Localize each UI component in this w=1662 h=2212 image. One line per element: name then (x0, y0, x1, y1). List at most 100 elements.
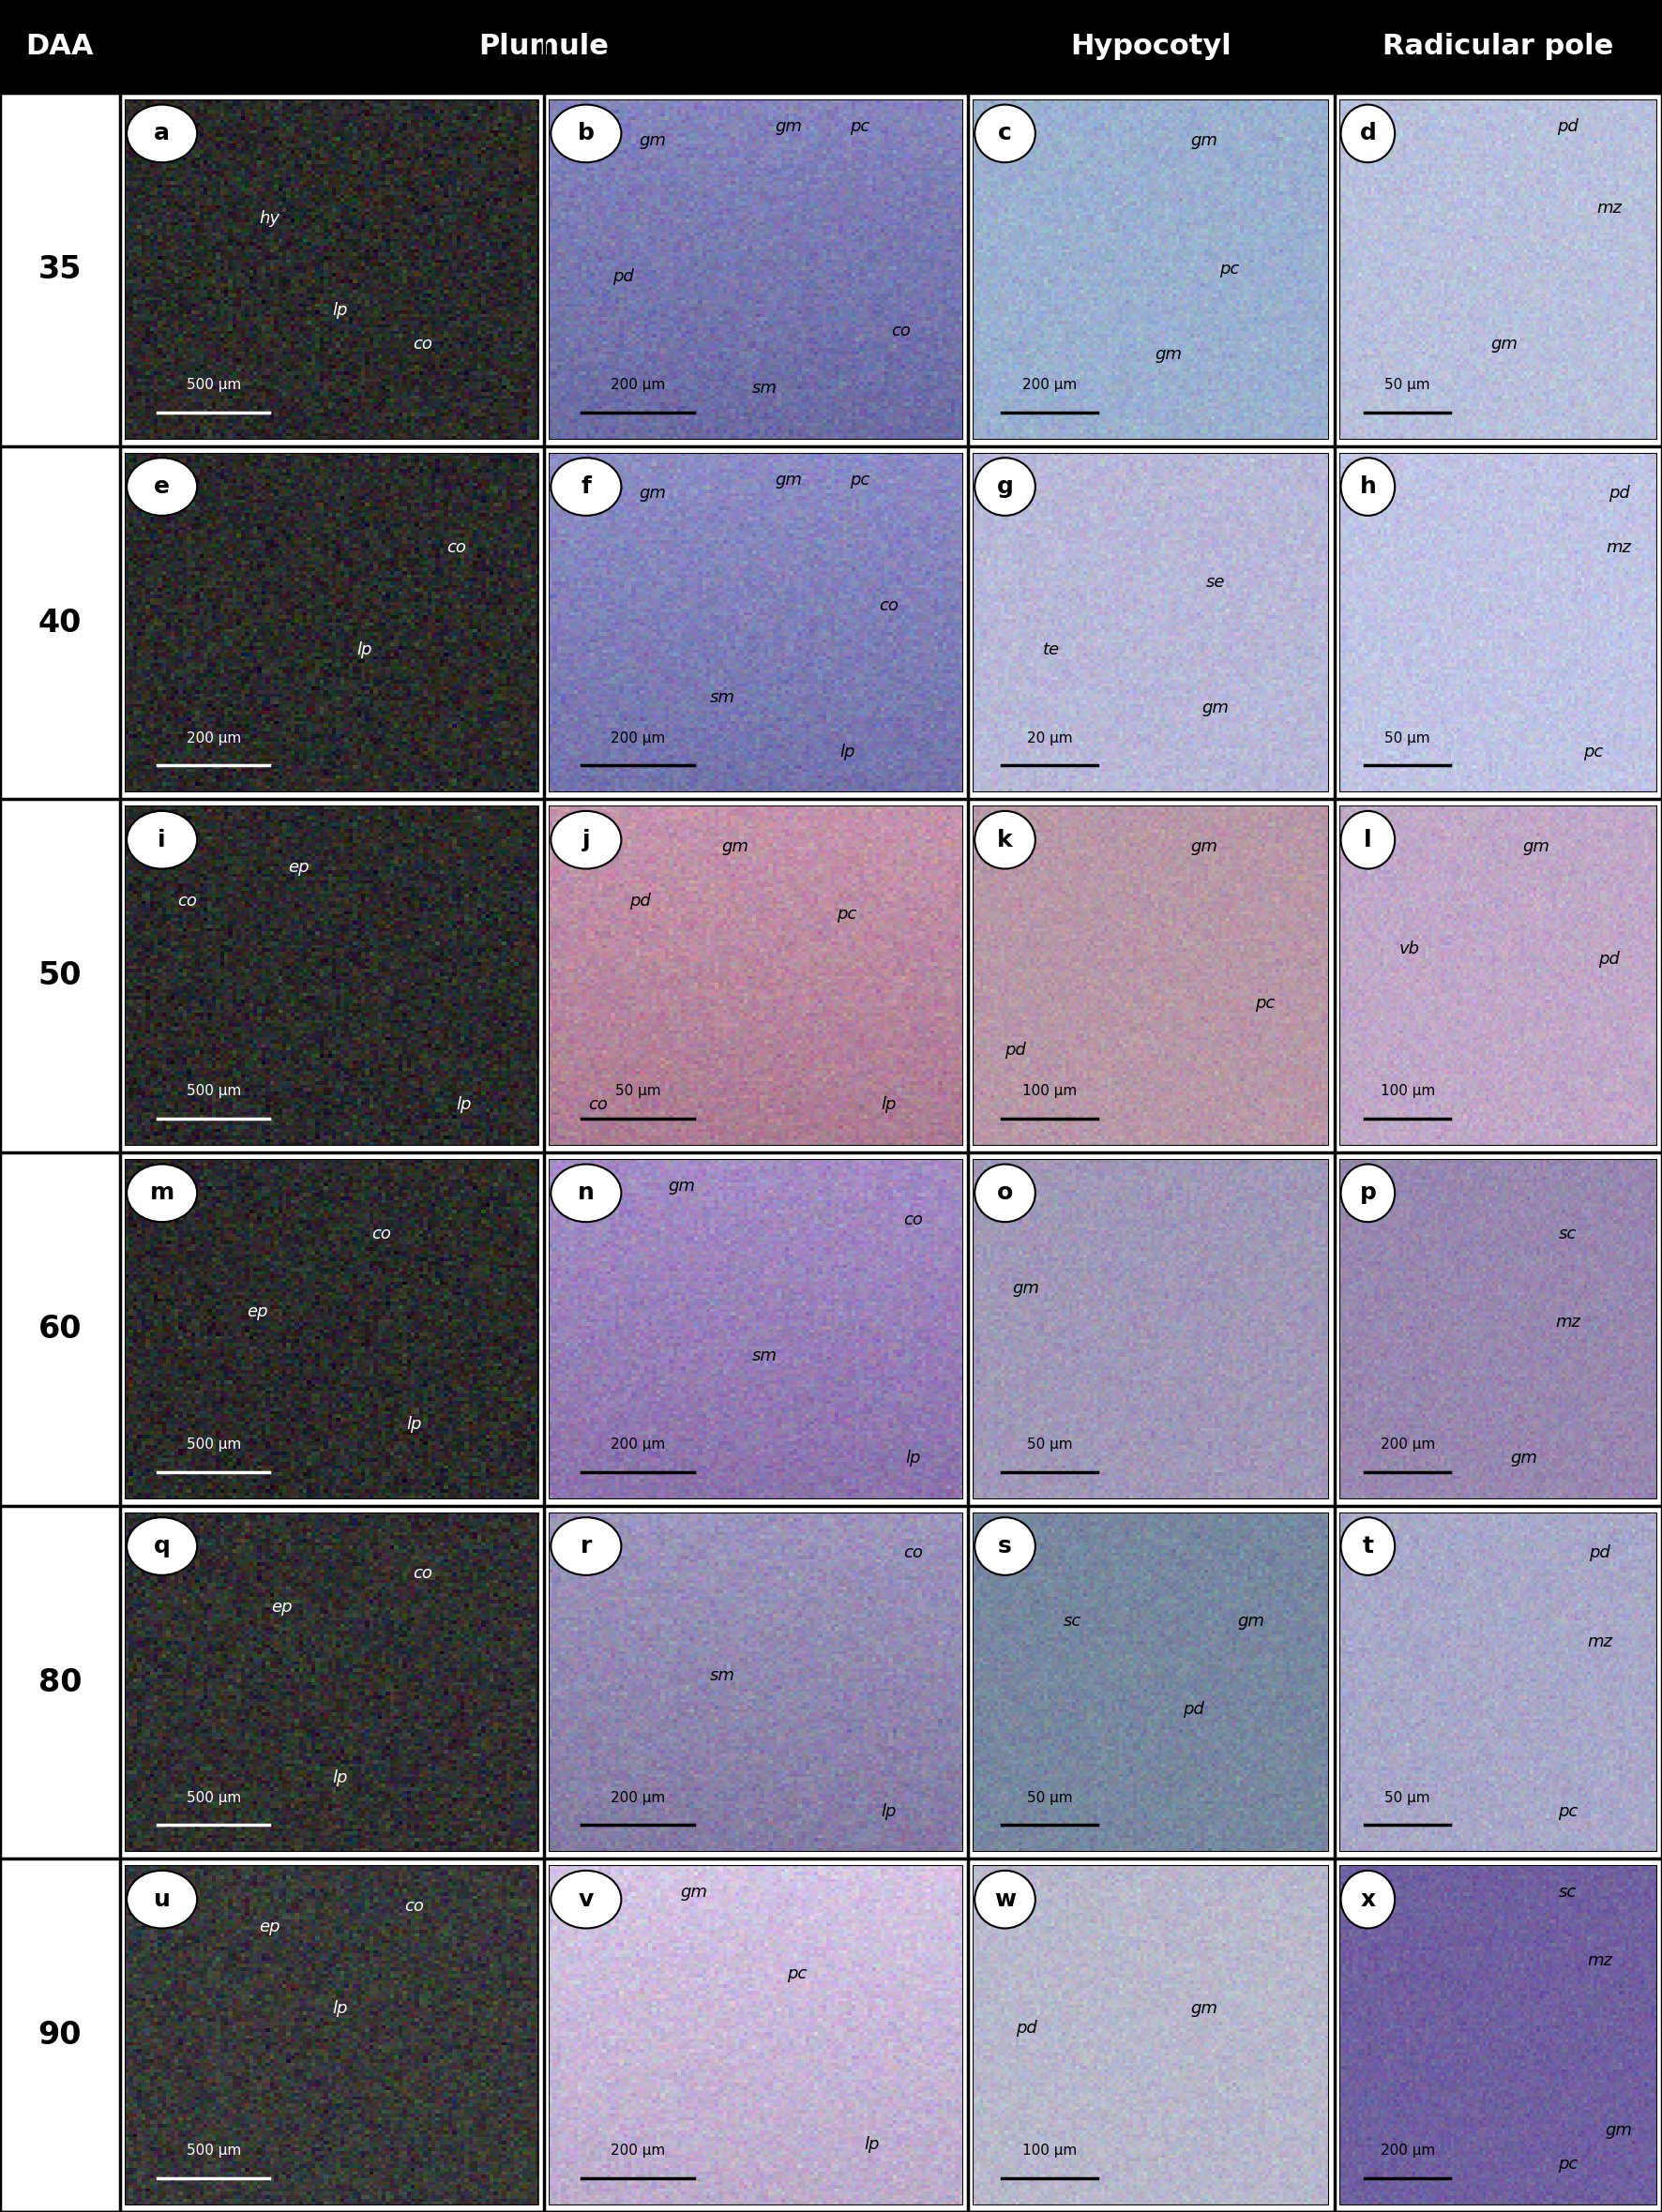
Circle shape (974, 104, 1035, 161)
Text: lp: lp (457, 1097, 472, 1113)
Text: gm: gm (638, 133, 666, 148)
Text: d: d (1360, 122, 1376, 144)
Text: lp: lp (864, 2137, 879, 2152)
Text: pd: pd (1599, 951, 1620, 967)
Text: lp: lp (332, 1770, 347, 1785)
Text: lp: lp (332, 301, 347, 319)
Text: pc: pc (838, 907, 858, 922)
Circle shape (974, 812, 1035, 869)
Circle shape (974, 1517, 1035, 1575)
Text: gm: gm (1012, 1281, 1040, 1296)
Text: DAA: DAA (27, 33, 93, 60)
Text: 50: 50 (38, 960, 81, 991)
Text: 200 μm: 200 μm (610, 2143, 665, 2157)
Text: i: i (158, 830, 166, 852)
Text: 200 μm: 200 μm (186, 730, 241, 745)
Text: gm: gm (680, 1885, 708, 1900)
Text: b: b (578, 122, 595, 144)
Text: ep: ep (271, 1599, 293, 1617)
Text: 100 μm: 100 μm (1022, 1084, 1077, 1097)
Circle shape (974, 1871, 1035, 1929)
Text: u: u (153, 1889, 170, 1911)
Text: 50 μm: 50 μm (1384, 378, 1431, 392)
Text: pd: pd (1609, 484, 1629, 502)
Text: pd: pd (1557, 117, 1579, 135)
Text: mz: mz (1556, 1314, 1581, 1332)
Text: co: co (414, 1566, 432, 1582)
Text: pc: pc (788, 1966, 808, 1982)
Text: p: p (1360, 1181, 1376, 1203)
Text: 100 μm: 100 μm (1022, 2143, 1077, 2157)
Text: t: t (1363, 1535, 1373, 1557)
Text: gm: gm (1192, 838, 1218, 856)
Text: e: e (155, 476, 170, 498)
Circle shape (550, 812, 622, 869)
Circle shape (974, 458, 1035, 515)
Text: co: co (891, 323, 911, 338)
Text: pd: pd (1183, 1701, 1205, 1719)
Text: 200 μm: 200 μm (610, 1438, 665, 1451)
Text: ep: ep (246, 1303, 268, 1321)
Text: mz: mz (1587, 1953, 1612, 1969)
Text: w: w (994, 1889, 1015, 1911)
Text: 500 μm: 500 μm (186, 1084, 241, 1097)
Text: k: k (997, 830, 1012, 852)
Circle shape (126, 458, 198, 515)
Text: gm: gm (1511, 1449, 1537, 1467)
Text: 50 μm: 50 μm (1027, 1438, 1072, 1451)
Text: 500 μm: 500 μm (186, 1438, 241, 1451)
Text: co: co (414, 336, 432, 352)
Text: mz: mz (1605, 540, 1632, 557)
Text: Plumule: Plumule (479, 33, 608, 60)
Text: 200 μm: 200 μm (1379, 2143, 1434, 2157)
Text: lp: lp (906, 1449, 921, 1467)
Text: pd: pd (1015, 2020, 1037, 2037)
Text: sc: sc (1559, 1885, 1577, 1900)
Text: 500 μm: 500 μm (186, 1790, 241, 1805)
Text: mz: mz (1597, 199, 1622, 217)
Text: j: j (582, 830, 590, 852)
Circle shape (550, 1517, 622, 1575)
Circle shape (1341, 458, 1394, 515)
Text: gm: gm (1491, 336, 1517, 352)
Text: 50 μm: 50 μm (1384, 1790, 1431, 1805)
Text: gm: gm (1522, 838, 1549, 856)
Text: gm: gm (776, 471, 803, 489)
Text: 50 μm: 50 μm (1384, 730, 1431, 745)
Text: gm: gm (638, 484, 666, 502)
Text: pc: pc (1220, 261, 1240, 279)
Text: gm: gm (776, 117, 803, 135)
Text: o: o (997, 1181, 1014, 1203)
Text: gm: gm (668, 1177, 695, 1194)
Text: 200 μm: 200 μm (610, 378, 665, 392)
Circle shape (974, 1164, 1035, 1221)
FancyBboxPatch shape (0, 0, 1662, 93)
Circle shape (1341, 1164, 1394, 1221)
Text: f: f (582, 476, 592, 498)
Circle shape (1341, 1871, 1394, 1929)
Text: pd: pd (630, 894, 650, 909)
Text: pc: pc (1557, 1803, 1577, 1820)
Text: lp: lp (332, 2000, 347, 2017)
Text: co: co (904, 1544, 922, 1562)
Circle shape (550, 104, 622, 161)
Text: gm: gm (721, 838, 748, 856)
Text: gm: gm (1155, 345, 1182, 363)
Text: co: co (879, 597, 897, 615)
Text: 20 μm: 20 μm (1027, 730, 1072, 745)
Text: co: co (904, 1212, 922, 1228)
Text: 80: 80 (38, 1668, 81, 1697)
Text: sc: sc (1064, 1613, 1082, 1630)
Text: 50 μm: 50 μm (1027, 1790, 1072, 1805)
Circle shape (550, 1871, 622, 1929)
Text: co: co (588, 1097, 608, 1113)
Text: vb: vb (1399, 940, 1419, 958)
Text: 50 μm: 50 μm (615, 1084, 660, 1097)
Text: pd: pd (613, 268, 633, 285)
Text: lp: lp (357, 641, 372, 659)
Text: gm: gm (1237, 1613, 1265, 1630)
Text: 60: 60 (38, 1314, 81, 1345)
Text: g: g (997, 476, 1014, 498)
Circle shape (550, 458, 622, 515)
Circle shape (550, 1164, 622, 1221)
